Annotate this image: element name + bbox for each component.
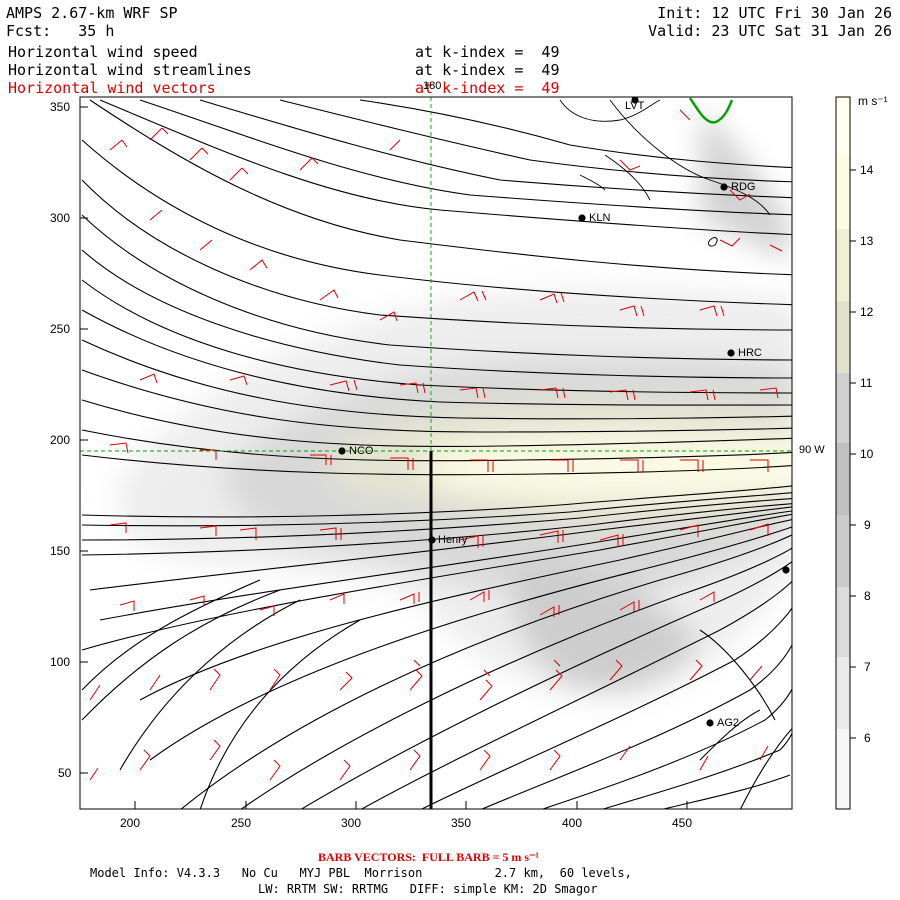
field-name-speed: Horizontal wind speed (8, 43, 198, 61)
parallel-label: 90 W (799, 444, 825, 456)
x-tick-label: 200 (120, 816, 141, 830)
colorbar-bin (836, 515, 850, 587)
forecast-hour: 35 h (78, 22, 115, 40)
station-label-nco: NCO (349, 445, 374, 457)
colorbar-bin (836, 587, 850, 657)
station-label-henry: Henry (438, 534, 468, 546)
field-name-streamlines: Horizontal wind streamlines (8, 61, 252, 79)
plot-frame (79, 96, 793, 810)
station-label-hrc: HRC (738, 347, 762, 359)
colorbar-bin (836, 157, 850, 229)
colorbar-unit: m s⁻¹ (858, 94, 888, 108)
field-name-vectors: Horizontal wind vectors (8, 79, 216, 97)
green-contour (689, 97, 734, 124)
forecast-label: Fcst: 35 h (6, 22, 114, 40)
colorbar-bin (836, 373, 850, 443)
colorbar-bin (836, 729, 850, 809)
plot-area (80, 97, 792, 809)
colorbar-bin (836, 229, 850, 301)
valid-time: Valid: 23 UTC Sat 31 Jan 26 (648, 22, 892, 40)
colorbar-label: 11 (860, 376, 873, 390)
x-tick-label: 300 (341, 816, 362, 830)
y-tick-label: 300 (50, 211, 71, 225)
colorbar-label: 8 (864, 589, 871, 603)
colorbar-bin (836, 97, 850, 157)
colorbar-label: 10 (860, 447, 874, 461)
y-tick-label: 350 (50, 100, 71, 114)
station-ag2-marker (706, 719, 714, 727)
station-nco-marker (338, 447, 346, 455)
station-unlabeled-marker (782, 566, 790, 574)
station-label-rdg: RDG (731, 181, 756, 193)
y-tick-label: 150 (50, 544, 71, 558)
colorbar-label: 13 (860, 234, 874, 248)
station-label-kln: KLN (589, 212, 611, 224)
y-tick-label: 50 (58, 766, 72, 780)
station-henry-marker (428, 536, 436, 544)
wind-barbs (89, 109, 783, 781)
meridian-label: 180 (423, 80, 442, 92)
model-title: AMPS 2.67-km WRF SP (6, 4, 178, 22)
init-time: Init: 12 UTC Fri 30 Jan 26 (657, 4, 892, 22)
x-tick-label: 450 (672, 816, 693, 830)
x-tick-label: 400 (562, 816, 583, 830)
streamlines (81, 99, 792, 809)
x-tick-label: 250 (231, 816, 252, 830)
y-tick-label: 200 (50, 433, 71, 447)
colorbar-bin (836, 301, 850, 373)
colorbar-label: 6 (864, 731, 871, 745)
x-tick-label: 350 (451, 816, 472, 830)
station-markers (338, 97, 790, 727)
y-tick-label: 250 (50, 322, 71, 336)
colorbar (835, 96, 856, 810)
model-info-line2: LW: RRTM SW: RRTMG DIFF: simple KM: 2D S… (258, 882, 598, 896)
station-label-lvt: LVT (625, 100, 645, 112)
forecast-prefix: Fcst: (6, 22, 52, 40)
station-rdg-marker (720, 183, 728, 191)
colorbar-label: 9 (864, 518, 871, 532)
field-level-streamlines: at k-index = 49 (415, 61, 560, 79)
field-level-vectors: at k-index = 49 (415, 79, 560, 97)
colorbar-label: 7 (864, 660, 871, 674)
barb-legend: BARB VECTORS: FULL BARB = 5 m s⁻¹ (318, 850, 540, 864)
colorbar-bin (836, 443, 850, 515)
station-hrc-marker (727, 349, 735, 357)
station-lvt-marker (631, 97, 639, 104)
field-level-speed: at k-index = 49 (415, 43, 560, 61)
colorbar-label: 12 (860, 305, 874, 319)
y-tick-label: 100 (50, 655, 71, 669)
model-info-line1: Model Info: V4.3.3 No Cu MYJ PBL Morriso… (90, 866, 632, 880)
colorbar-label: 14 (860, 163, 874, 177)
colorbar-bin (836, 657, 850, 729)
x-tick-marks (80, 106, 688, 809)
station-kln-marker (578, 214, 586, 222)
station-label-ag2: AG2 (717, 717, 740, 729)
